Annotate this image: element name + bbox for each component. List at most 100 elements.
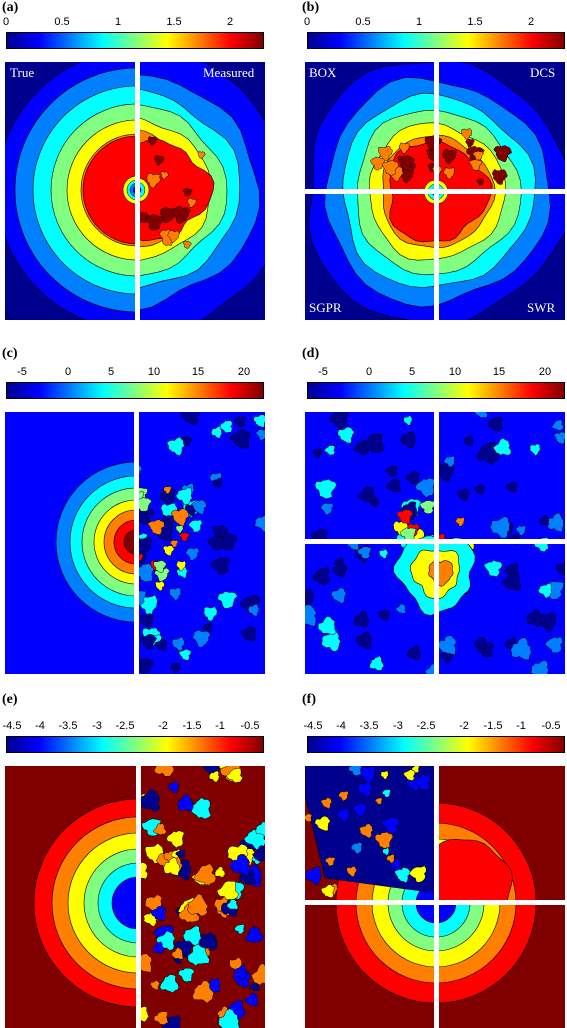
contour-blob [516, 525, 527, 537]
panel-label-a: (a) [2, 0, 19, 15]
contour-blob [136, 497, 153, 512]
contour-blob [166, 830, 185, 849]
contour-blob [217, 591, 238, 609]
colorbar-tick: -2.5 [416, 720, 436, 732]
contour-plot-d [305, 412, 565, 674]
contour-blob [146, 173, 161, 189]
contour-blob [337, 426, 355, 444]
colorbar-tick: -4 [35, 720, 45, 732]
colorbar-tick: 20 [237, 366, 251, 378]
contour-blob [203, 606, 218, 622]
contour-blob [153, 823, 167, 836]
label-dcs: DCS [530, 65, 556, 80]
contour-blob [369, 655, 385, 671]
contour-blob [400, 431, 416, 449]
colorbar-tick: -3 [92, 720, 102, 732]
colorbar-b [307, 32, 565, 49]
contour-blob [382, 847, 390, 856]
contour-blob [250, 962, 265, 986]
contour-blob [148, 136, 157, 146]
contour-blob [346, 866, 357, 878]
contour-blob [180, 412, 200, 425]
contour-band [123, 529, 136, 555]
contour-blob [202, 622, 213, 633]
contour-blob [377, 609, 390, 621]
contour-blob [208, 770, 220, 783]
contour-blob [305, 604, 317, 627]
contour-blob [210, 426, 223, 439]
contour-blob [358, 823, 374, 839]
contour-blob [176, 560, 187, 571]
contour-blob [348, 766, 362, 777]
colorbar-tick: -1 [516, 720, 526, 732]
contour-blob [177, 793, 194, 812]
contour-blob [163, 485, 172, 495]
contour-blob [207, 535, 224, 551]
contour-blob [168, 780, 179, 793]
colorbar-tick: 0 [64, 366, 72, 378]
contour-blob [159, 974, 180, 994]
colorbar-tick: -4.5 [2, 720, 22, 732]
contour-blob [234, 416, 247, 429]
contour-blob [305, 866, 323, 886]
contour-blob [414, 477, 436, 498]
panel-divider [305, 900, 565, 905]
colorbar-tick: 1.5 [467, 16, 483, 28]
colorbar-f [307, 736, 565, 753]
contour-blob [159, 488, 176, 505]
contour-blob [163, 857, 181, 876]
colorbar-tick: 15 [191, 366, 205, 378]
colorbar-tick: -1.5 [483, 720, 503, 732]
contour-blob [332, 562, 346, 578]
colorbar-tick: 0 [365, 366, 373, 378]
contour-blob [413, 774, 432, 791]
contour-blob [147, 519, 165, 536]
contour-blob [456, 488, 470, 502]
contour-blob [356, 630, 372, 649]
contour-blob [152, 941, 166, 954]
contour-blob [138, 953, 152, 974]
colorbar-tick: -3.5 [58, 720, 78, 732]
contour-blob [153, 154, 165, 166]
contour-blob [483, 560, 503, 578]
colorbar-tick: -0.5 [240, 720, 260, 732]
contour-blob [226, 899, 239, 910]
contour-blob [320, 502, 334, 516]
label-sgpr: SGPR [309, 300, 342, 315]
label-true: True [10, 65, 35, 80]
contour-blob [191, 499, 207, 516]
label-box: BOX [309, 65, 337, 80]
contour-blob [381, 789, 392, 798]
contour-blob [357, 546, 372, 560]
colorbar-tick: 15 [492, 366, 506, 378]
contour-blob [408, 865, 427, 883]
contour-blob [191, 629, 211, 648]
contour-blob [161, 1015, 181, 1028]
colorbar-tick: 10 [147, 366, 161, 378]
colorbar-tick: -5 [17, 366, 27, 378]
contour-blob [234, 923, 245, 935]
contour-blob [175, 849, 186, 859]
contour-blob [411, 766, 420, 773]
contour-blob [465, 138, 475, 148]
colorbar-tick: -0.5 [541, 720, 561, 732]
contour-blob [529, 443, 541, 457]
panel-label-f: (f) [302, 692, 316, 707]
contour-blob [251, 845, 265, 862]
contour-blob [314, 815, 331, 832]
contour-blob [240, 625, 257, 642]
contour-blob [419, 500, 436, 515]
contour-plot-f [305, 766, 565, 1028]
colorbar-a [6, 32, 264, 49]
colorbar-tick: 0 [303, 16, 311, 28]
contour-blob [526, 609, 542, 628]
colorbar-tick: -4 [336, 720, 346, 732]
contour-blob [153, 1011, 169, 1026]
contour-blob [461, 128, 473, 141]
contour-blob [323, 445, 336, 456]
contour-blob [210, 557, 230, 575]
contour-blob [394, 867, 411, 884]
contour-blob [443, 167, 455, 180]
colorbar-tick: -3.5 [359, 720, 379, 732]
contour-blob [171, 636, 185, 651]
